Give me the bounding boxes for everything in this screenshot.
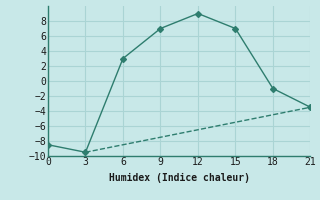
X-axis label: Humidex (Indice chaleur): Humidex (Indice chaleur) <box>109 173 250 183</box>
